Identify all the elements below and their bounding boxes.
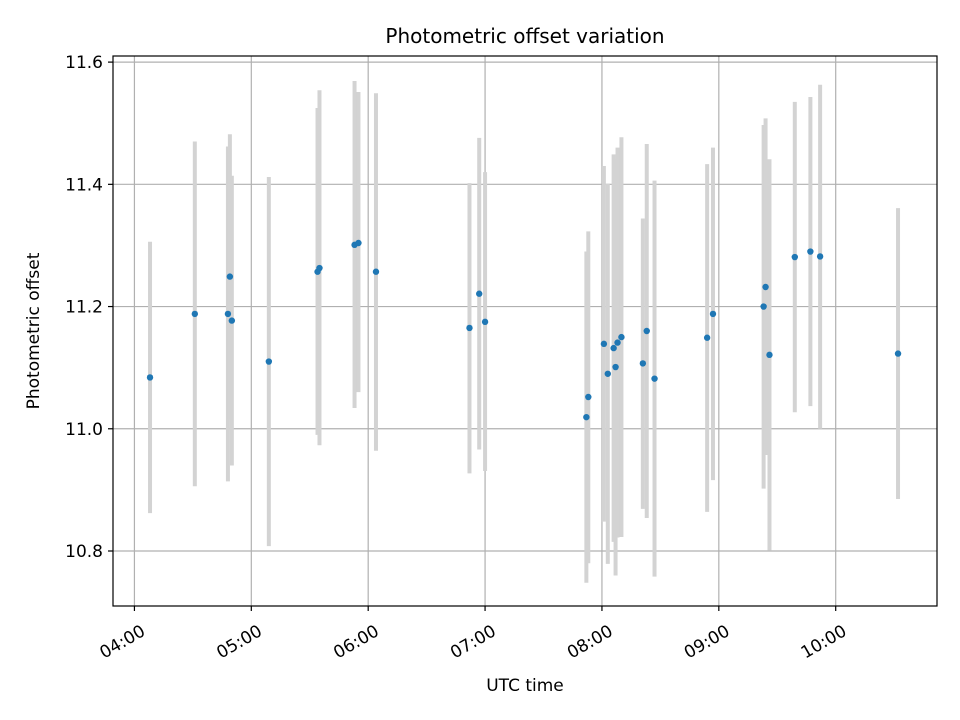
plot-area-frame xyxy=(112,55,938,607)
data-point xyxy=(760,303,767,310)
data-point xyxy=(639,360,647,367)
y-tick-label: 11.2 xyxy=(65,298,103,318)
data-point xyxy=(651,375,658,382)
data-point xyxy=(791,253,798,261)
data-point xyxy=(894,350,902,357)
data-point xyxy=(612,363,619,371)
data-point xyxy=(476,290,483,297)
data-points xyxy=(146,239,902,421)
grid-lines xyxy=(113,56,937,606)
data-point xyxy=(583,413,590,421)
data-point xyxy=(191,310,199,318)
data-point xyxy=(618,333,625,341)
data-point xyxy=(610,344,617,352)
data-point xyxy=(807,248,814,255)
data-point xyxy=(614,339,621,346)
x-axis-label: UTC time xyxy=(486,676,564,696)
data-point xyxy=(228,317,236,324)
data-point xyxy=(316,264,323,272)
y-tick-label: 11.4 xyxy=(65,175,103,195)
chart-title: Photometric offset variation xyxy=(385,24,664,48)
data-point xyxy=(146,374,154,381)
data-point xyxy=(703,334,711,341)
data-point xyxy=(226,273,234,280)
data-point xyxy=(466,324,473,332)
data-point xyxy=(372,268,380,275)
y-tick-label: 10.8 xyxy=(65,542,103,562)
data-point xyxy=(265,358,273,365)
data-point xyxy=(481,318,489,326)
data-point xyxy=(762,283,769,291)
y-tick-label: 11.6 xyxy=(65,53,103,73)
y-tick-label: 11.0 xyxy=(65,420,103,440)
data-point xyxy=(600,340,608,348)
y-axis-label: Photometric offset xyxy=(24,252,44,409)
data-point xyxy=(224,310,232,318)
y-axis-ticks: 10.8 11.0 11.2 11.4 11.6 xyxy=(65,53,113,562)
data-point xyxy=(816,253,824,260)
data-point xyxy=(643,327,650,335)
data-point xyxy=(709,310,717,318)
data-point xyxy=(766,351,773,359)
data-point xyxy=(604,370,611,377)
data-point xyxy=(585,393,592,401)
data-point xyxy=(355,239,362,247)
